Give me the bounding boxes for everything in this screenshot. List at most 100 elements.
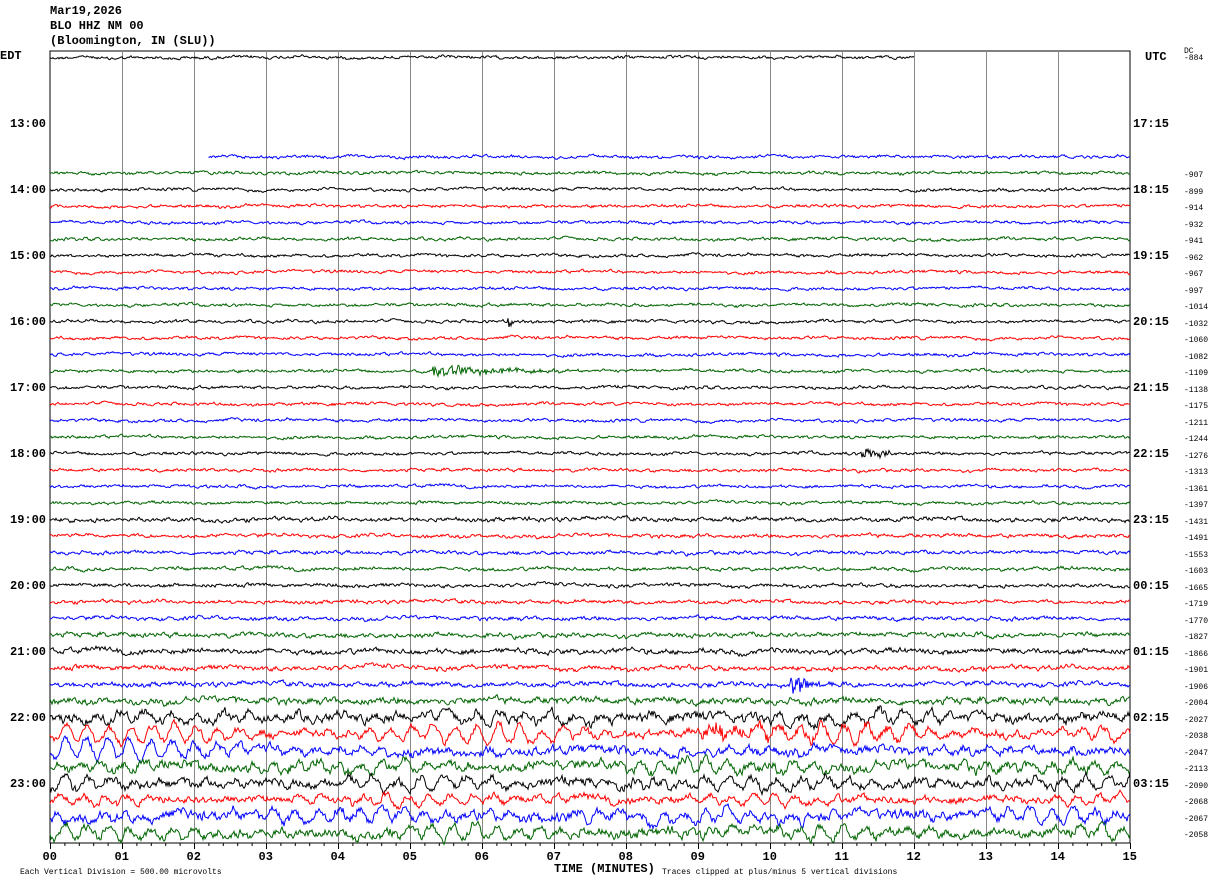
utc-time-label: 23:15	[1133, 512, 1170, 527]
x-tick-label: 04	[330, 850, 345, 864]
trace-row-8	[49, 185, 1131, 194]
edt-time-label: 23:00	[10, 776, 47, 791]
trace-row-21	[49, 400, 1131, 408]
trace-row-12	[49, 251, 1131, 259]
edt-time-label: 14:00	[10, 182, 47, 197]
x-axis-title: TIME (MINUTES)	[554, 862, 655, 876]
dc-offset-value: -941	[1184, 237, 1204, 246]
dc-offset-value: -2047	[1184, 748, 1209, 758]
dc-offset-value: -1014	[1184, 303, 1209, 312]
dc-offset-value: -1770	[1184, 616, 1209, 626]
utc-time-label: 00:15	[1133, 578, 1170, 593]
dc-offset-value: -1431	[1184, 517, 1209, 527]
edt-time-label: 18:00	[10, 446, 47, 461]
trace-row-28	[49, 514, 1131, 524]
trace-row-33	[49, 597, 1130, 606]
dc-offset-value: -1827	[1184, 633, 1209, 642]
station-label: BLO HHZ NM 00	[50, 19, 144, 33]
utc-time-label: 22:15	[1133, 446, 1170, 461]
dc-offset-value: -932	[1184, 220, 1204, 230]
trace-row-23	[50, 433, 1131, 441]
dc-offset-value: -907	[1184, 171, 1204, 180]
edt-time-label: 21:00	[10, 644, 47, 659]
dc-offset-value: -1901	[1184, 666, 1209, 675]
trace-row-37	[49, 662, 1131, 673]
utc-time-label: 02:15	[1133, 710, 1170, 725]
trace-row-16	[49, 318, 1131, 328]
trace-row-9	[49, 202, 1131, 210]
x-tick-label: 10	[762, 850, 777, 864]
clip-note: Traces clipped at plus/minus 5 vertical …	[662, 868, 898, 877]
dc-offset-value: -1906	[1184, 682, 1209, 692]
dc-offset-value: -1211	[1184, 418, 1209, 428]
location-label: (Bloomington, IN (SLU))	[50, 34, 216, 48]
dc-offset-value: -1553	[1184, 550, 1209, 560]
dc-offset-value: -1866	[1184, 649, 1209, 659]
trace-row-13	[49, 268, 1131, 276]
trace-row-42	[49, 735, 1131, 764]
x-tick-label: 14	[1050, 850, 1065, 864]
trace-row-18	[49, 350, 1131, 359]
utc-time-label: 01:15	[1133, 644, 1170, 659]
dc-header: DC -884	[1184, 47, 1204, 63]
edt-time-label: 15:00	[10, 248, 47, 263]
trace-row-45	[49, 789, 1131, 810]
trace-row-7	[49, 169, 1131, 177]
dc-offset-value: -1082	[1184, 352, 1209, 362]
dc-offset-value: -1244	[1184, 435, 1209, 444]
trace-row-25	[49, 467, 1131, 474]
x-tick-label: 06	[474, 850, 489, 864]
x-tick-label: 02	[186, 850, 201, 864]
trace-row-41	[49, 718, 1131, 748]
dc-offset-value: -1138	[1184, 385, 1209, 395]
scale-note: Each Vertical Division = 500.00 microvol…	[20, 868, 222, 877]
x-tick-label: 13	[978, 850, 993, 864]
dc-first-value: -884	[1184, 54, 1204, 63]
dc-offset-value: -1032	[1184, 319, 1209, 329]
trace-row-39	[49, 693, 1131, 708]
trace-row-38	[49, 677, 1131, 694]
trace-row-22	[49, 416, 1131, 424]
trace-row-11	[49, 235, 1131, 243]
x-tick-label: 15	[1122, 850, 1137, 864]
dc-offset-value: -1719	[1184, 600, 1209, 609]
trace-row-30	[49, 549, 1131, 557]
trace-row-20	[49, 384, 1131, 391]
edt-time-label: 17:00	[10, 380, 47, 395]
trace-row-36	[49, 645, 1131, 658]
dc-offset-value: -1276	[1184, 451, 1209, 461]
dc-offset-value: -1109	[1184, 369, 1209, 378]
x-tick-label: 03	[258, 850, 273, 864]
dc-offset-value: -1175	[1184, 402, 1209, 411]
dc-offset-value: -2038	[1184, 732, 1209, 741]
x-tick-label: 08	[618, 850, 633, 864]
trace-row-46	[49, 803, 1131, 831]
utc-time-label: 17:15	[1133, 116, 1170, 131]
trace-row-15	[49, 301, 1131, 309]
dc-offset-value: -2113	[1184, 765, 1209, 774]
dc-offset-value: -914	[1184, 204, 1204, 213]
dc-offset-value: -997	[1184, 286, 1204, 296]
dc-offset-value: -899	[1184, 187, 1204, 197]
trace-row-40	[49, 705, 1131, 731]
utc-time-label: 18:15	[1133, 182, 1170, 197]
trace-row-31	[49, 564, 1131, 573]
trace-row-44	[49, 771, 1131, 797]
dc-offset-value: -1665	[1184, 583, 1209, 593]
dc-offset-value: -1397	[1184, 501, 1209, 510]
utc-time-label: 21:15	[1133, 380, 1170, 395]
dc-offset-value: -962	[1184, 253, 1204, 263]
trace-row-19	[49, 364, 1131, 378]
dc-offset-value: -2067	[1184, 814, 1209, 824]
dc-offset-value: -967	[1184, 270, 1204, 279]
trace-row-27	[49, 499, 1131, 506]
trace-row-43	[49, 753, 1131, 778]
trace-row-29	[49, 531, 1131, 540]
edt-time-label: 19:00	[10, 512, 47, 527]
x-tick-label: 05	[402, 850, 417, 864]
dc-offset-value: -1603	[1184, 567, 1209, 576]
trace-row-6	[208, 153, 1130, 161]
trace-row-47	[49, 820, 1131, 846]
dc-label: DC	[1184, 47, 1194, 56]
edt-time-label: 13:00	[10, 116, 47, 131]
